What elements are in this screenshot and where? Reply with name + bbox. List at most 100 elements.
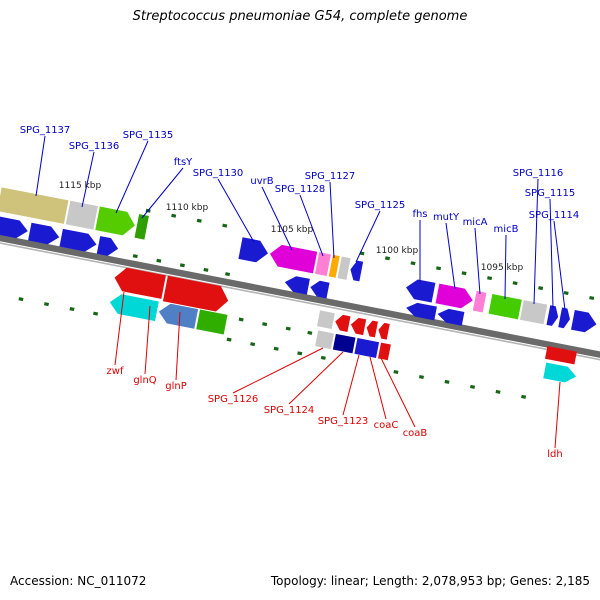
gene-glyph [350,260,364,282]
label-leader-line [355,210,381,263]
feature-tick [444,379,450,384]
gene-glyph [95,206,135,236]
feature-tick [461,271,467,276]
label-leader-line [299,194,324,257]
feature-tick [521,394,527,399]
feature-tick [487,276,493,281]
feature-tick [418,374,424,379]
feature-tick [93,311,99,316]
gene-label: fhs [412,209,427,220]
label-leader-line [175,311,181,381]
label-leader-line [232,347,324,394]
feature-tick [171,213,177,218]
gene-label: SPG_1123 [318,416,369,427]
gene-glyph [544,345,577,365]
gene-glyph [378,322,390,340]
label-leader-line [553,220,566,311]
scale-label: 1100 kbp [376,246,419,256]
gene-glyph [488,293,522,320]
gene-glyph [59,228,97,252]
gene-glyph [238,237,268,263]
gene-label: SPG_1124 [264,405,315,416]
gene-glyph [350,317,367,336]
feature-tick [589,295,595,300]
genome-track [0,187,600,399]
label-leader-line [141,167,184,219]
feature-tick [250,342,256,347]
gene-glyph [377,342,391,361]
feature-tick [307,330,313,335]
gene-glyph [406,302,437,321]
gene-glyph [109,294,159,322]
gene-glyph [519,300,548,325]
gene-label: SPG_1126 [208,394,259,405]
label-leader-line [114,291,125,366]
feature-tick [262,322,268,327]
gene-glyph [65,200,98,230]
gene-glyph [406,279,436,303]
gene-glyph [435,283,473,309]
gene-glyph [317,310,335,329]
scale-label: 1105 kbp [271,225,314,235]
gene-label: zwf [107,366,124,377]
gene-label: ftsY [174,157,193,168]
feature-tick [410,261,416,266]
gene-glyph [337,256,351,280]
gene-glyph [315,330,334,350]
gene-label: SPG_1130 [193,168,244,179]
accession-text: Accession: NC_011072 [10,574,147,588]
feature-tick [538,286,544,291]
feature-tick [297,351,303,356]
feature-tick [225,272,231,277]
label-leader-line [329,181,335,259]
gene-label: SPG_1125 [355,200,406,211]
feature-tick [156,258,162,263]
gene-label: uvrB [250,176,273,187]
gene-label: glnP [165,381,187,392]
gene-label: coaC [374,420,399,431]
gene-label: coaB [403,428,428,439]
feature-tick [196,218,202,223]
label-leader-line [369,356,387,420]
label-leader-line [81,151,95,208]
feature-tick [563,291,569,296]
gene-glyph [284,276,310,295]
label-leader-line [445,222,456,290]
gene-glyph [196,309,228,335]
feature-tick [436,266,442,271]
label-leader-line [144,305,151,375]
gene-glyph [314,252,331,277]
label-leader-line [261,186,293,251]
label-leader-line [217,178,255,243]
feature-tick [393,370,399,375]
feature-tick [18,297,24,302]
genome-backbone [0,233,600,360]
feature-tick [320,355,326,360]
gene-glyph [472,290,487,313]
feature-tick [132,254,138,259]
gene-label: micA [463,217,488,228]
gene-glyph [558,307,570,329]
footer: Accession: NC_011072 Topology: linear; L… [0,572,600,588]
gene-glyph [96,236,119,256]
gene-label: ldh [547,449,562,460]
scale-label: 1110 kbp [166,203,209,213]
feature-tick [273,346,279,351]
gene-glyph [328,254,340,278]
label-leader-line [115,140,149,214]
feature-tick [222,223,228,228]
gene-label: SPG_1114 [529,210,580,221]
gene-label: SPG_1127 [305,171,356,182]
gene-label: SPG_1116 [513,168,564,179]
gene-glyph [543,362,577,383]
scale-label: 1095 kbp [481,263,524,273]
gene-label: SPG_1135 [123,130,174,141]
feature-tick [179,263,185,268]
gene-glyph [0,187,69,224]
feature-tick [238,317,244,322]
gene-glyph [0,215,28,239]
label-leader-line [288,351,344,405]
label-leader-line [549,198,554,309]
label-leader-line [342,354,360,416]
gene-label: SPG_1115 [525,188,576,199]
